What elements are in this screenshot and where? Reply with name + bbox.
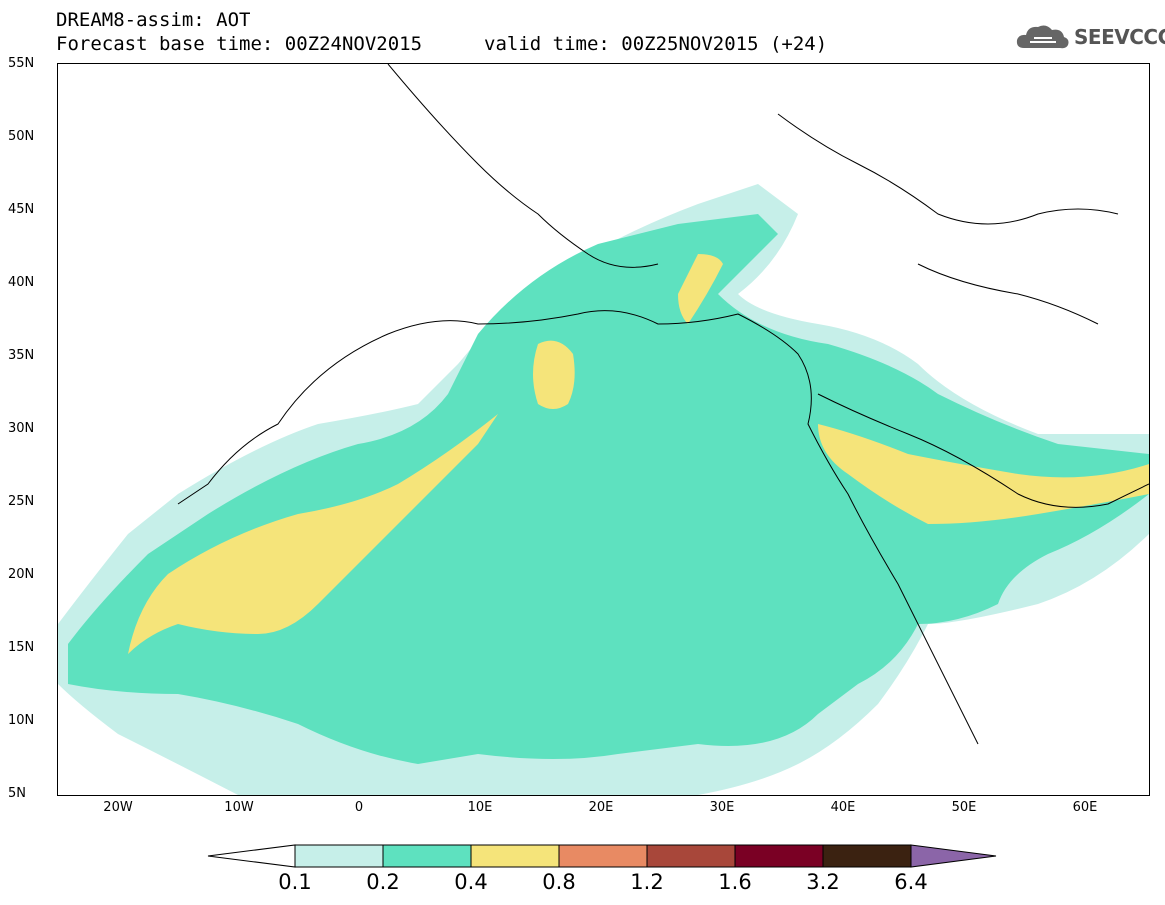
lat-label: 5N — [8, 786, 26, 801]
colorbar-label: 0.1 — [278, 870, 312, 894]
lat-label: 25N — [8, 494, 35, 509]
lon-label: 50E — [951, 800, 977, 815]
lat-label: 50N — [8, 129, 35, 144]
colorbar-swatch — [734, 844, 824, 868]
seevccc-logo: SEEVCCC — [1016, 22, 1165, 52]
colorbar-label: 3.2 — [806, 870, 840, 894]
colorbar-swatch — [294, 844, 384, 868]
lat-label: 40N — [8, 275, 35, 290]
colorbar-arrow-right — [910, 844, 997, 868]
lat-label: 35N — [8, 348, 35, 363]
valid-time: valid time: 00Z25NOV2015 (+24) — [484, 33, 828, 55]
colorbar-label: 1.6 — [718, 870, 752, 894]
colorbar-label: 0.4 — [454, 870, 488, 894]
colorbar-label: 0.8 — [542, 870, 576, 894]
lat-label: 45N — [8, 202, 35, 217]
colorbar-swatch — [382, 844, 472, 868]
lat-label: 20N — [8, 567, 35, 582]
colorbar-label: 1.2 — [630, 870, 664, 894]
lat-label: 55N — [8, 56, 35, 71]
aot-field — [58, 64, 1149, 795]
aot-band-0-4 — [128, 254, 1149, 654]
lon-label: 30E — [709, 800, 735, 815]
lat-label: 30N — [8, 421, 35, 436]
lat-label: 15N — [8, 640, 35, 655]
colorbar-label: 0.2 — [366, 870, 400, 894]
forecast-base-time: Forecast base time: 00Z24NOV2015 — [56, 33, 423, 55]
map-title: DREAM8-assim: AOT — [56, 9, 251, 31]
lon-label: 0 — [354, 800, 364, 815]
coastlines — [177, 64, 1149, 745]
colorbar-swatch — [558, 844, 648, 868]
colorbar-swatch — [470, 844, 560, 868]
aot-map — [57, 63, 1150, 796]
lon-label: 20E — [588, 800, 614, 815]
colorbar-swatch — [646, 844, 736, 868]
logo-text: SEEVCCC — [1074, 25, 1165, 49]
colorbar-swatch — [822, 844, 912, 868]
lat-label: 10N — [8, 713, 35, 728]
cloud-icon — [1016, 25, 1069, 49]
colorbar-label: 6.4 — [894, 870, 928, 894]
aot-band-0-2 — [68, 214, 1149, 764]
lon-label: 10E — [467, 800, 493, 815]
colorbar-arrow-left — [207, 844, 296, 868]
lon-label: 20W — [103, 800, 133, 815]
lon-label: 60E — [1072, 800, 1098, 815]
lon-label: 10W — [224, 800, 254, 815]
lon-label: 40E — [830, 800, 856, 815]
